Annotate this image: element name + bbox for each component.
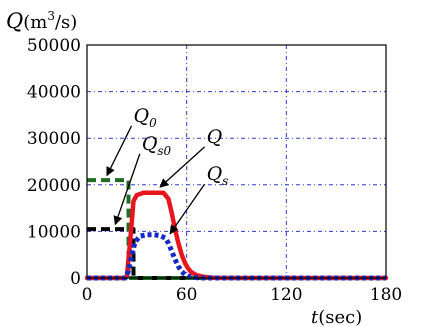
annotation-label-qs0: Qs0 [142,133,172,158]
y-axis-symbol: Q [6,9,23,33]
annotations: Q0 Qs0 Q Qs [106,105,229,235]
annotation-arrow [169,183,206,235]
y-tick-label: 50000 [27,36,81,56]
y-axis-title: Q(m3/s) [6,9,77,33]
annotation-arrow [159,146,206,188]
y-axis-unit: (m [23,12,47,33]
y-tick-label: 0 [70,269,81,289]
plot-frame [86,44,387,279]
x-axis-unit: (sec) [318,307,362,327]
annotation-arrow [106,125,133,177]
y-tick-label: 40000 [27,83,81,103]
y-tick-label: 20000 [27,176,81,196]
series-line-qs [87,232,386,281]
x-tick-label: 120 [270,285,302,305]
grid [87,45,386,278]
x-axis-symbol: t [311,307,319,327]
y-axis-unit-sup: 3 [47,9,55,23]
tick-labels: 0 60 120 180 0 10000 20000 30000 40000 50000 [27,36,402,305]
y-tick-label: 30000 [27,129,81,149]
series-layer [84,178,389,281]
y-tick-label: 10000 [27,222,81,242]
x-tick-label: 0 [82,285,93,305]
x-axis-title: t(sec) [311,307,362,327]
y-axis-unit-tail: /s) [55,12,77,33]
x-tick-label: 180 [370,285,402,305]
x-tick-label: 60 [176,285,198,305]
annotation-label-q0: Q0 [134,105,158,130]
annotation-arrow [113,153,141,226]
annotation-label-qs: Qs [207,163,229,188]
annotation-label-q: Q [207,126,223,148]
